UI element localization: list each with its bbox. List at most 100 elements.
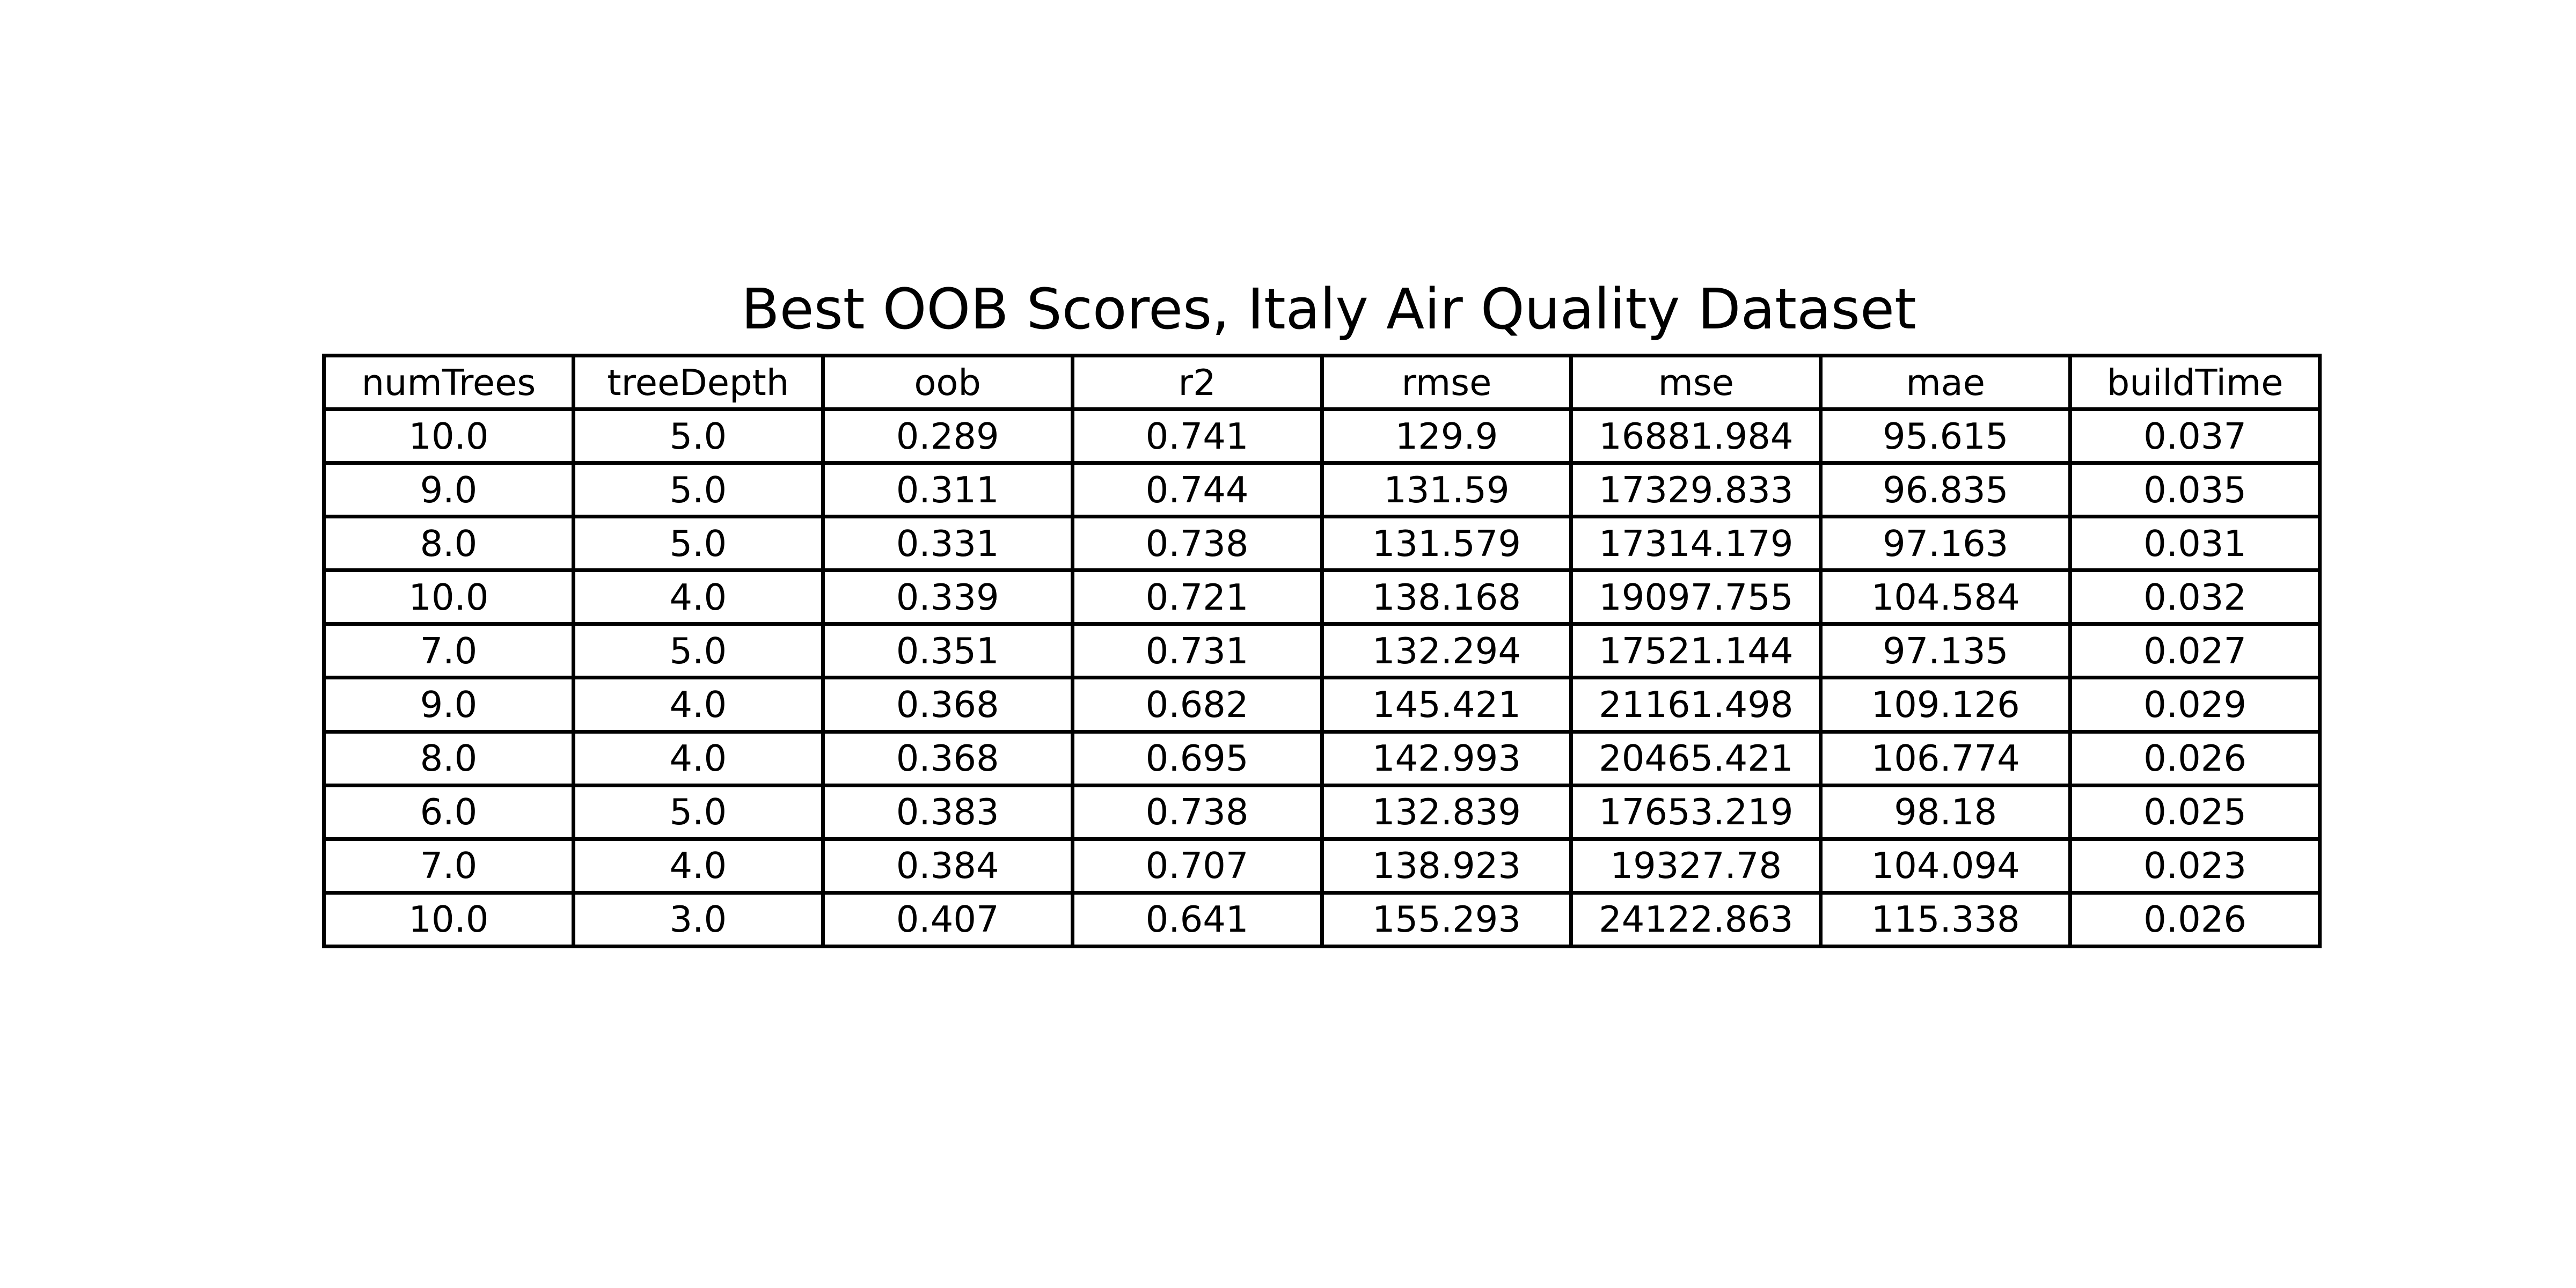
table-cell-r2: 0.731 bbox=[1070, 622, 1324, 680]
table-cell-buildTime: 0.026 bbox=[2068, 729, 2322, 787]
table-cell-rmse: 129.9 bbox=[1320, 407, 1574, 465]
table-cell-oob: 0.368 bbox=[821, 676, 1074, 734]
column-header-r2: r2 bbox=[1070, 354, 1324, 411]
table-cell-oob: 0.351 bbox=[821, 622, 1074, 680]
table-cell-oob: 0.368 bbox=[821, 729, 1074, 787]
table-cell-mse: 17653.219 bbox=[1569, 783, 1823, 841]
table-cell-r2: 0.641 bbox=[1070, 890, 1324, 949]
table-cell-numTrees: 8.0 bbox=[322, 515, 575, 573]
chart-title: Best OOB Scores, Italy Air Quality Datas… bbox=[741, 276, 1916, 342]
table-cell-mae: 97.135 bbox=[1819, 622, 2073, 680]
table-cell-r2: 0.744 bbox=[1070, 461, 1324, 519]
table-cell-rmse: 138.168 bbox=[1320, 568, 1574, 626]
table-cell-mse: 20465.421 bbox=[1569, 729, 1823, 787]
table-cell-r2: 0.738 bbox=[1070, 515, 1324, 573]
table-cell-treeDepth: 5.0 bbox=[571, 783, 825, 841]
table-row: 10.0 3.0 0.407 0.641 155.293 24122.863 115.338… bbox=[322, 890, 2322, 949]
table-cell-mae: 97.163 bbox=[1819, 515, 2073, 573]
table-cell-oob: 0.384 bbox=[821, 837, 1074, 895]
table-cell-mae: 96.835 bbox=[1819, 461, 2073, 519]
table-cell-mse: 17521.144 bbox=[1569, 622, 1823, 680]
table-cell-rmse: 145.421 bbox=[1320, 676, 1574, 734]
table-cell-numTrees: 10.0 bbox=[322, 407, 575, 465]
table-cell-oob: 0.339 bbox=[821, 568, 1074, 626]
table-cell-numTrees: 7.0 bbox=[322, 622, 575, 680]
table-cell-buildTime: 0.026 bbox=[2068, 890, 2322, 949]
table-cell-rmse: 142.993 bbox=[1320, 729, 1574, 787]
table-cell-numTrees: 10.0 bbox=[322, 890, 575, 949]
table-cell-mse: 19327.78 bbox=[1569, 837, 1823, 895]
table-cell-mse: 17329.833 bbox=[1569, 461, 1823, 519]
table-cell-rmse: 132.839 bbox=[1320, 783, 1574, 841]
table-cell-oob: 0.407 bbox=[821, 890, 1074, 949]
table-row: 9.0 5.0 0.311 0.744 131.59 17329.833 96.835 0.0… bbox=[322, 461, 2322, 519]
table-cell-rmse: 131.59 bbox=[1320, 461, 1574, 519]
column-header-treeDepth: treeDepth bbox=[571, 354, 825, 411]
table-cell-treeDepth: 4.0 bbox=[571, 837, 825, 895]
table-row: 10.0 5.0 0.289 0.741 129.9 16881.984 95.615 0.0… bbox=[322, 407, 2322, 465]
table-cell-mse: 21161.498 bbox=[1569, 676, 1823, 734]
table-cell-r2: 0.738 bbox=[1070, 783, 1324, 841]
table-row: 8.0 4.0 0.368 0.695 142.993 20465.421 106.774 0… bbox=[322, 729, 2322, 787]
table-row: 7.0 4.0 0.384 0.707 138.923 19327.78 104.094 0.… bbox=[322, 837, 2322, 895]
table-cell-numTrees: 9.0 bbox=[322, 461, 575, 519]
table-cell-numTrees: 6.0 bbox=[322, 783, 575, 841]
table-cell-mae: 98.18 bbox=[1819, 783, 2073, 841]
table-cell-rmse: 132.294 bbox=[1320, 622, 1574, 680]
table-cell-treeDepth: 5.0 bbox=[571, 407, 825, 465]
table-cell-mae: 106.774 bbox=[1819, 729, 2073, 787]
table-cell-oob: 0.289 bbox=[821, 407, 1074, 465]
table-cell-buildTime: 0.035 bbox=[2068, 461, 2322, 519]
column-header-mae: mae bbox=[1819, 354, 2073, 411]
table-cell-mse: 19097.755 bbox=[1569, 568, 1823, 626]
table-cell-buildTime: 0.029 bbox=[2068, 676, 2322, 734]
table-row: 8.0 5.0 0.331 0.738 131.579 17314.179 97.163 0.… bbox=[322, 515, 2322, 573]
table-cell-numTrees: 7.0 bbox=[322, 837, 575, 895]
column-header-oob: oob bbox=[821, 354, 1074, 411]
table-cell-r2: 0.721 bbox=[1070, 568, 1324, 626]
table-cell-mse: 16881.984 bbox=[1569, 407, 1823, 465]
table-cell-oob: 0.331 bbox=[821, 515, 1074, 573]
table-cell-oob: 0.311 bbox=[821, 461, 1074, 519]
table-cell-mse: 24122.863 bbox=[1569, 890, 1823, 949]
table-cell-mae: 104.584 bbox=[1819, 568, 2073, 626]
table-cell-r2: 0.695 bbox=[1070, 729, 1324, 787]
column-header-numTrees: numTrees bbox=[322, 354, 575, 411]
table-cell-numTrees: 8.0 bbox=[322, 729, 575, 787]
table-cell-treeDepth: 5.0 bbox=[571, 461, 825, 519]
table-cell-r2: 0.707 bbox=[1070, 837, 1324, 895]
table-cell-numTrees: 10.0 bbox=[322, 568, 575, 626]
table-cell-rmse: 138.923 bbox=[1320, 837, 1574, 895]
table-cell-treeDepth: 3.0 bbox=[571, 890, 825, 949]
table-cell-numTrees: 9.0 bbox=[322, 676, 575, 734]
table-cell-treeDepth: 5.0 bbox=[571, 622, 825, 680]
table-cell-buildTime: 0.025 bbox=[2068, 783, 2322, 841]
table-row: 7.0 5.0 0.351 0.731 132.294 17521.144 97.135 0.… bbox=[322, 622, 2322, 680]
table-cell-buildTime: 0.031 bbox=[2068, 515, 2322, 573]
table-row: 9.0 4.0 0.368 0.682 145.421 21161.498 109.126 0… bbox=[322, 676, 2322, 734]
table-cell-buildTime: 0.032 bbox=[2068, 568, 2322, 626]
table-row: 6.0 5.0 0.383 0.738 132.839 17653.219 98.18 0.0… bbox=[322, 783, 2322, 841]
table-cell-buildTime: 0.027 bbox=[2068, 622, 2322, 680]
table-cell-mae: 115.338 bbox=[1819, 890, 2073, 949]
table-cell-oob: 0.383 bbox=[821, 783, 1074, 841]
table-cell-r2: 0.741 bbox=[1070, 407, 1324, 465]
table-cell-mae: 95.615 bbox=[1819, 407, 2073, 465]
table-cell-buildTime: 0.037 bbox=[2068, 407, 2322, 465]
table-cell-r2: 0.682 bbox=[1070, 676, 1324, 734]
table-cell-rmse: 131.579 bbox=[1320, 515, 1574, 573]
results-table: numTrees treeDepth oob r2 rmse mse mae buildTim… bbox=[322, 354, 2322, 949]
table-body: 10.0 5.0 0.289 0.741 129.9 16881.984 95.615 0.0… bbox=[322, 407, 2322, 949]
table-cell-treeDepth: 4.0 bbox=[571, 568, 825, 626]
table-cell-treeDepth: 5.0 bbox=[571, 515, 825, 573]
table-cell-mse: 17314.179 bbox=[1569, 515, 1823, 573]
header-row: numTrees treeDepth oob r2 rmse mse mae buildTim… bbox=[322, 354, 2322, 411]
table-cell-mae: 109.126 bbox=[1819, 676, 2073, 734]
column-header-buildTime: buildTime bbox=[2068, 354, 2322, 411]
table-cell-rmse: 155.293 bbox=[1320, 890, 1574, 949]
column-header-rmse: rmse bbox=[1320, 354, 1574, 411]
table-cell-buildTime: 0.023 bbox=[2068, 837, 2322, 895]
table-cell-mae: 104.094 bbox=[1819, 837, 2073, 895]
table-row: 10.0 4.0 0.339 0.721 138.168 19097.755 104.584… bbox=[322, 568, 2322, 626]
